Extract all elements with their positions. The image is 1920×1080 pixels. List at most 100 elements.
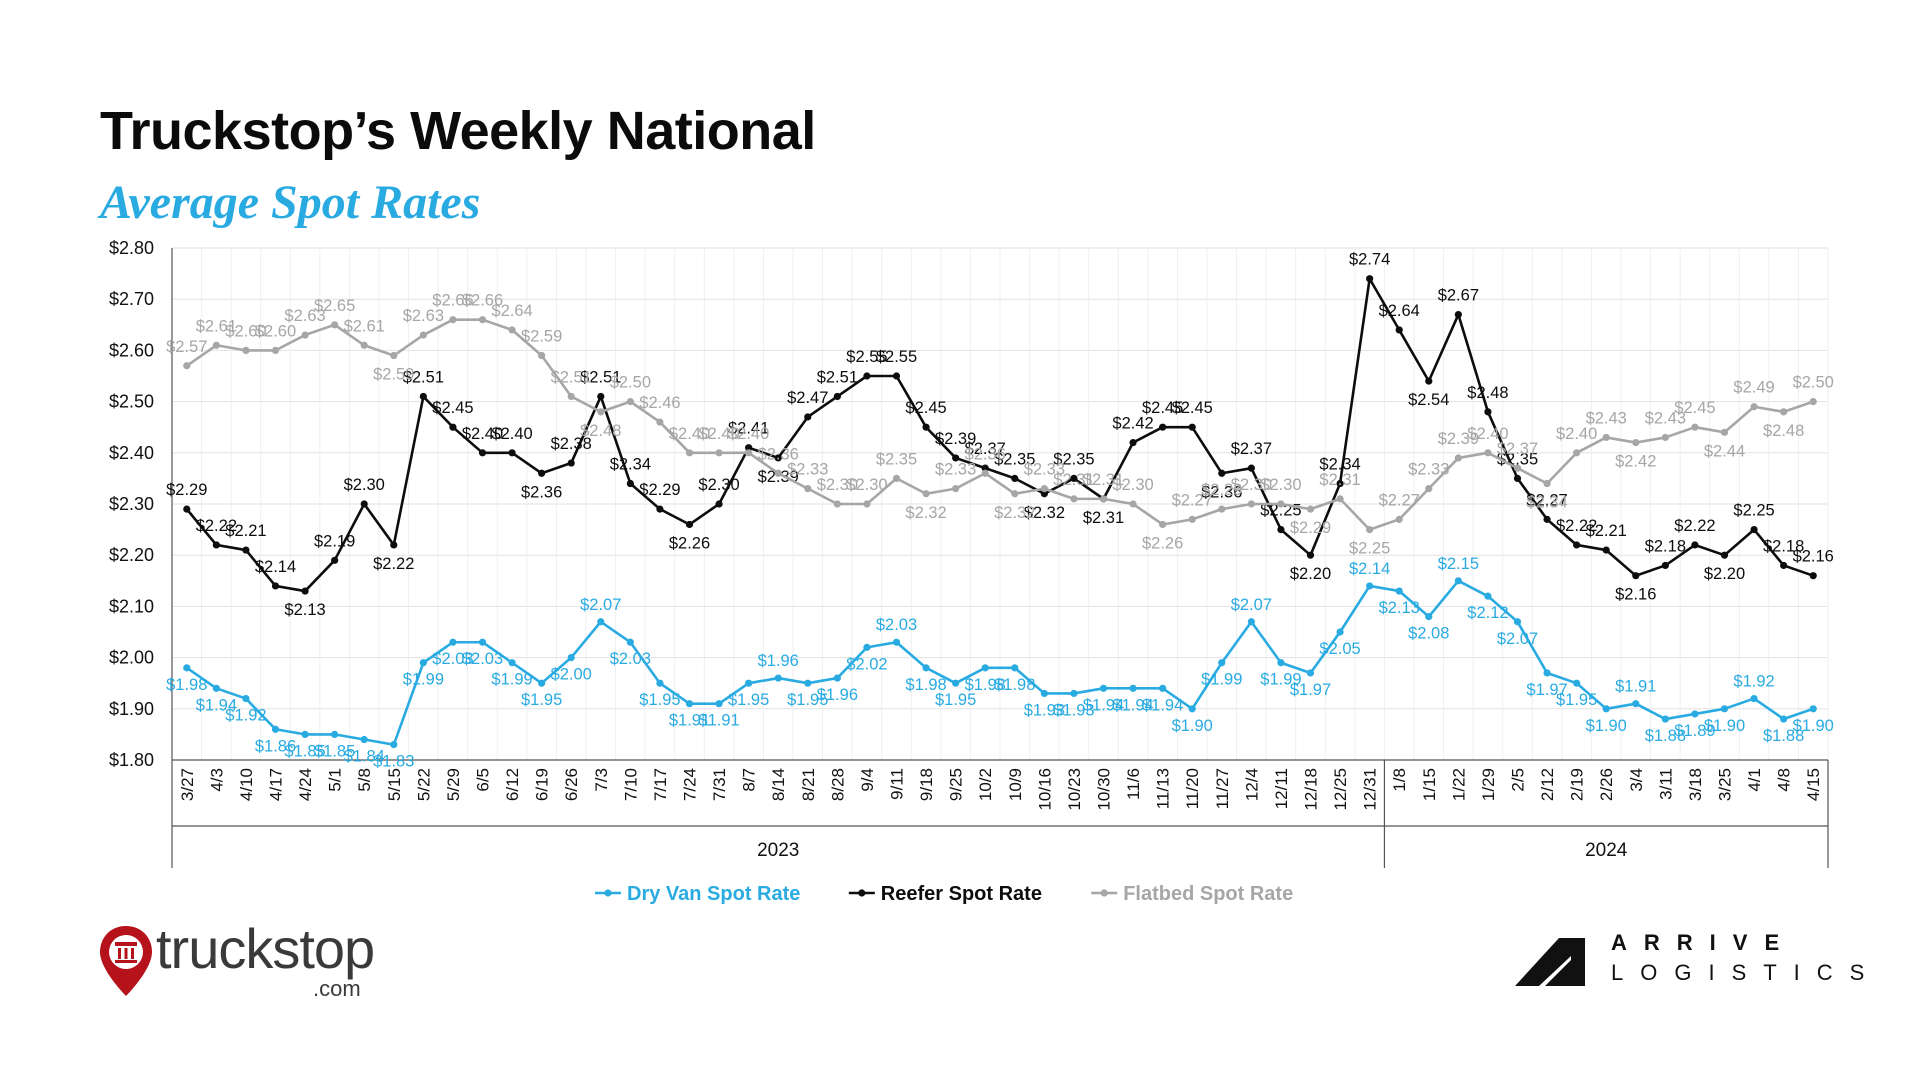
data-label: $2.57 <box>166 338 207 356</box>
data-label: $2.51 <box>817 368 858 386</box>
data-label: $1.95 <box>935 691 976 709</box>
data-point <box>1454 454 1462 462</box>
data-label: $2.50 <box>1793 374 1834 392</box>
x-tick-label: 9/25 <box>947 768 966 801</box>
data-point <box>331 321 339 329</box>
data-point <box>1306 669 1315 677</box>
data-label: $2.32 <box>905 504 946 522</box>
data-point <box>1543 515 1551 523</box>
data-label: $2.21 <box>1586 522 1627 540</box>
data-label: $2.45 <box>1674 399 1715 417</box>
data-point <box>183 362 191 370</box>
data-point <box>360 500 368 508</box>
x-tick-label: 8/14 <box>769 768 788 801</box>
data-point <box>183 505 191 513</box>
data-point <box>656 505 664 513</box>
data-point <box>1159 684 1167 692</box>
data-label: $2.08 <box>1408 625 1449 643</box>
data-point <box>685 700 694 708</box>
x-tick-label: 5/22 <box>414 768 433 801</box>
data-point <box>508 659 516 667</box>
data-point <box>685 449 694 457</box>
data-label: $2.26 <box>669 534 710 552</box>
data-point <box>1366 275 1374 283</box>
data-label: $2.61 <box>344 317 385 335</box>
data-label: $2.67 <box>1438 287 1479 305</box>
data-point <box>597 408 605 416</box>
data-label: $2.02 <box>846 655 887 673</box>
data-label: $2.33 <box>1024 461 1065 479</box>
data-point <box>1513 618 1522 626</box>
data-point <box>419 659 427 667</box>
data-point <box>1513 474 1522 482</box>
data-label: $2.32 <box>1024 504 1065 522</box>
data-point <box>1661 433 1669 442</box>
data-point <box>774 469 782 477</box>
data-label: $2.03 <box>462 650 503 668</box>
data-label: $2.07 <box>1497 630 1538 648</box>
data-label: $2.60 <box>255 322 296 340</box>
data-label: $2.34 <box>1319 456 1360 474</box>
data-label: $2.34 <box>1526 494 1567 512</box>
data-label: $2.41 <box>728 420 769 438</box>
x-tick-label: 4/3 <box>207 768 226 792</box>
data-point <box>1632 572 1640 580</box>
x-tick-label: 10/16 <box>1035 768 1054 811</box>
data-point <box>1395 326 1403 334</box>
data-label: $2.40 <box>698 425 739 443</box>
x-tick-label: 4/8 <box>1775 768 1794 792</box>
data-point <box>745 444 753 452</box>
data-point <box>1543 479 1551 488</box>
data-label: $2.50 <box>610 374 651 392</box>
data-point <box>1395 587 1403 595</box>
data-point <box>538 469 546 477</box>
data-point <box>449 423 457 431</box>
data-point <box>1366 526 1374 534</box>
data-label: $1.84 <box>344 748 385 766</box>
data-label: $1.92 <box>225 707 266 725</box>
data-label: $2.14 <box>255 558 296 576</box>
y-tick-label: $2.00 <box>109 648 154 668</box>
data-label: $2.27 <box>1526 491 1567 509</box>
data-label: $1.88 <box>1763 727 1804 745</box>
data-label: $2.22 <box>373 555 414 573</box>
data-point <box>952 679 960 687</box>
x-tick-label: 2/12 <box>1538 768 1557 801</box>
data-label: $1.95 <box>1556 691 1597 709</box>
data-point <box>863 372 871 380</box>
data-label: $2.40 <box>491 425 532 443</box>
x-tick-label: 12/18 <box>1302 768 1321 811</box>
data-label: $2.44 <box>1704 442 1745 460</box>
data-label: $2.47 <box>787 389 828 407</box>
data-point <box>892 474 901 482</box>
truckstop-wordmark: truckstop <box>156 917 375 980</box>
x-tick-label: 6/26 <box>562 768 581 801</box>
data-label: $2.13 <box>284 601 325 619</box>
data-label: $2.29 <box>639 481 680 499</box>
x-tick-label: 3/4 <box>1627 768 1646 792</box>
y-tick-label: $2.60 <box>109 340 154 360</box>
x-tick-label: 12/25 <box>1331 768 1350 811</box>
x-tick-label: 4/17 <box>267 768 286 801</box>
x-tick-label: 4/15 <box>1804 768 1823 801</box>
x-tick-label: 1/22 <box>1449 768 1468 801</box>
data-label: $2.40 <box>1467 425 1508 443</box>
data-label: $2.64 <box>491 302 532 320</box>
data-point <box>1188 705 1196 713</box>
x-tick-label: 10/23 <box>1065 768 1084 811</box>
data-label: $2.40 <box>462 425 503 443</box>
data-label: $1.92 <box>1733 673 1774 691</box>
data-point <box>1809 398 1817 406</box>
data-label: $2.22 <box>1556 517 1597 535</box>
data-label: $2.31 <box>1083 509 1124 527</box>
x-tick-label: 11/20 <box>1183 768 1202 809</box>
data-label: $1.95 <box>787 691 828 709</box>
data-point <box>390 351 398 360</box>
data-point <box>1040 490 1048 498</box>
data-point <box>1306 551 1315 559</box>
data-point <box>1809 572 1817 580</box>
data-point <box>1602 433 1610 442</box>
x-tick-label: 12/11 <box>1272 768 1291 809</box>
data-point <box>1632 700 1640 708</box>
